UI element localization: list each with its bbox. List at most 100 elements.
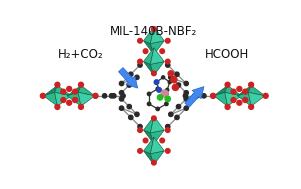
Circle shape: [184, 106, 188, 110]
Polygon shape: [144, 151, 154, 165]
Circle shape: [73, 89, 78, 94]
Circle shape: [225, 105, 230, 109]
Circle shape: [67, 100, 72, 105]
Circle shape: [172, 84, 178, 91]
Circle shape: [147, 102, 151, 106]
Polygon shape: [150, 62, 164, 75]
Circle shape: [79, 82, 83, 87]
Polygon shape: [214, 85, 228, 96]
Circle shape: [169, 112, 173, 116]
Polygon shape: [150, 130, 164, 144]
Circle shape: [157, 88, 161, 91]
Circle shape: [165, 92, 168, 96]
Circle shape: [249, 82, 253, 87]
Circle shape: [237, 100, 242, 105]
Circle shape: [168, 71, 173, 76]
Polygon shape: [144, 48, 154, 64]
Circle shape: [211, 94, 215, 98]
Polygon shape: [214, 92, 228, 106]
Circle shape: [154, 80, 159, 84]
Circle shape: [93, 93, 98, 98]
Circle shape: [168, 81, 171, 84]
Circle shape: [55, 105, 60, 109]
Circle shape: [138, 63, 142, 67]
Circle shape: [157, 95, 163, 100]
Circle shape: [193, 94, 197, 98]
Polygon shape: [144, 130, 154, 144]
Circle shape: [171, 77, 177, 83]
Circle shape: [109, 94, 114, 98]
Polygon shape: [144, 116, 154, 133]
Polygon shape: [150, 116, 164, 133]
Circle shape: [138, 149, 142, 153]
FancyArrow shape: [119, 68, 138, 88]
Polygon shape: [237, 85, 251, 96]
Circle shape: [155, 81, 158, 84]
Circle shape: [165, 96, 170, 102]
Circle shape: [162, 76, 165, 79]
Circle shape: [195, 94, 199, 98]
Circle shape: [157, 88, 161, 92]
Circle shape: [119, 106, 124, 110]
Circle shape: [85, 94, 89, 98]
Circle shape: [102, 94, 107, 98]
Polygon shape: [150, 137, 164, 154]
Circle shape: [175, 115, 179, 120]
Circle shape: [127, 83, 132, 87]
Circle shape: [166, 125, 170, 129]
Circle shape: [79, 105, 83, 109]
Circle shape: [160, 49, 165, 53]
Polygon shape: [144, 27, 154, 43]
Circle shape: [183, 94, 188, 98]
Circle shape: [138, 39, 142, 43]
Polygon shape: [67, 85, 81, 96]
Circle shape: [61, 89, 66, 94]
Circle shape: [225, 82, 230, 87]
Circle shape: [152, 27, 156, 31]
Circle shape: [176, 83, 181, 87]
Circle shape: [166, 149, 170, 153]
Circle shape: [175, 72, 179, 76]
Polygon shape: [248, 92, 265, 106]
Polygon shape: [225, 92, 241, 106]
Circle shape: [202, 94, 206, 98]
Circle shape: [249, 105, 253, 109]
Polygon shape: [54, 85, 71, 96]
Polygon shape: [150, 151, 164, 165]
Text: H₂+CO₂: H₂+CO₂: [58, 48, 104, 61]
Circle shape: [152, 160, 156, 165]
Polygon shape: [225, 85, 241, 96]
Text: HCOOH: HCOOH: [205, 48, 249, 61]
Text: MIL-140B-NBF₂: MIL-140B-NBF₂: [110, 25, 197, 38]
Polygon shape: [67, 92, 81, 106]
Circle shape: [210, 93, 216, 98]
Circle shape: [121, 94, 125, 98]
Circle shape: [166, 39, 170, 43]
Circle shape: [166, 88, 169, 91]
Polygon shape: [78, 85, 95, 96]
Circle shape: [55, 82, 60, 87]
Polygon shape: [144, 62, 154, 75]
Circle shape: [169, 75, 173, 80]
Polygon shape: [237, 92, 251, 106]
Circle shape: [129, 72, 133, 76]
Circle shape: [184, 81, 188, 86]
Polygon shape: [44, 92, 57, 106]
Circle shape: [119, 97, 124, 101]
Circle shape: [135, 75, 139, 80]
Polygon shape: [54, 92, 71, 106]
Circle shape: [231, 89, 236, 94]
Polygon shape: [144, 41, 154, 55]
Polygon shape: [44, 85, 57, 96]
Circle shape: [73, 98, 78, 102]
Circle shape: [138, 125, 142, 129]
FancyArrow shape: [185, 87, 204, 107]
Circle shape: [152, 116, 156, 121]
Circle shape: [231, 98, 236, 102]
Circle shape: [156, 87, 160, 91]
Circle shape: [166, 128, 170, 132]
Circle shape: [156, 107, 160, 111]
Polygon shape: [150, 41, 164, 55]
Circle shape: [243, 98, 248, 102]
Polygon shape: [248, 85, 265, 96]
